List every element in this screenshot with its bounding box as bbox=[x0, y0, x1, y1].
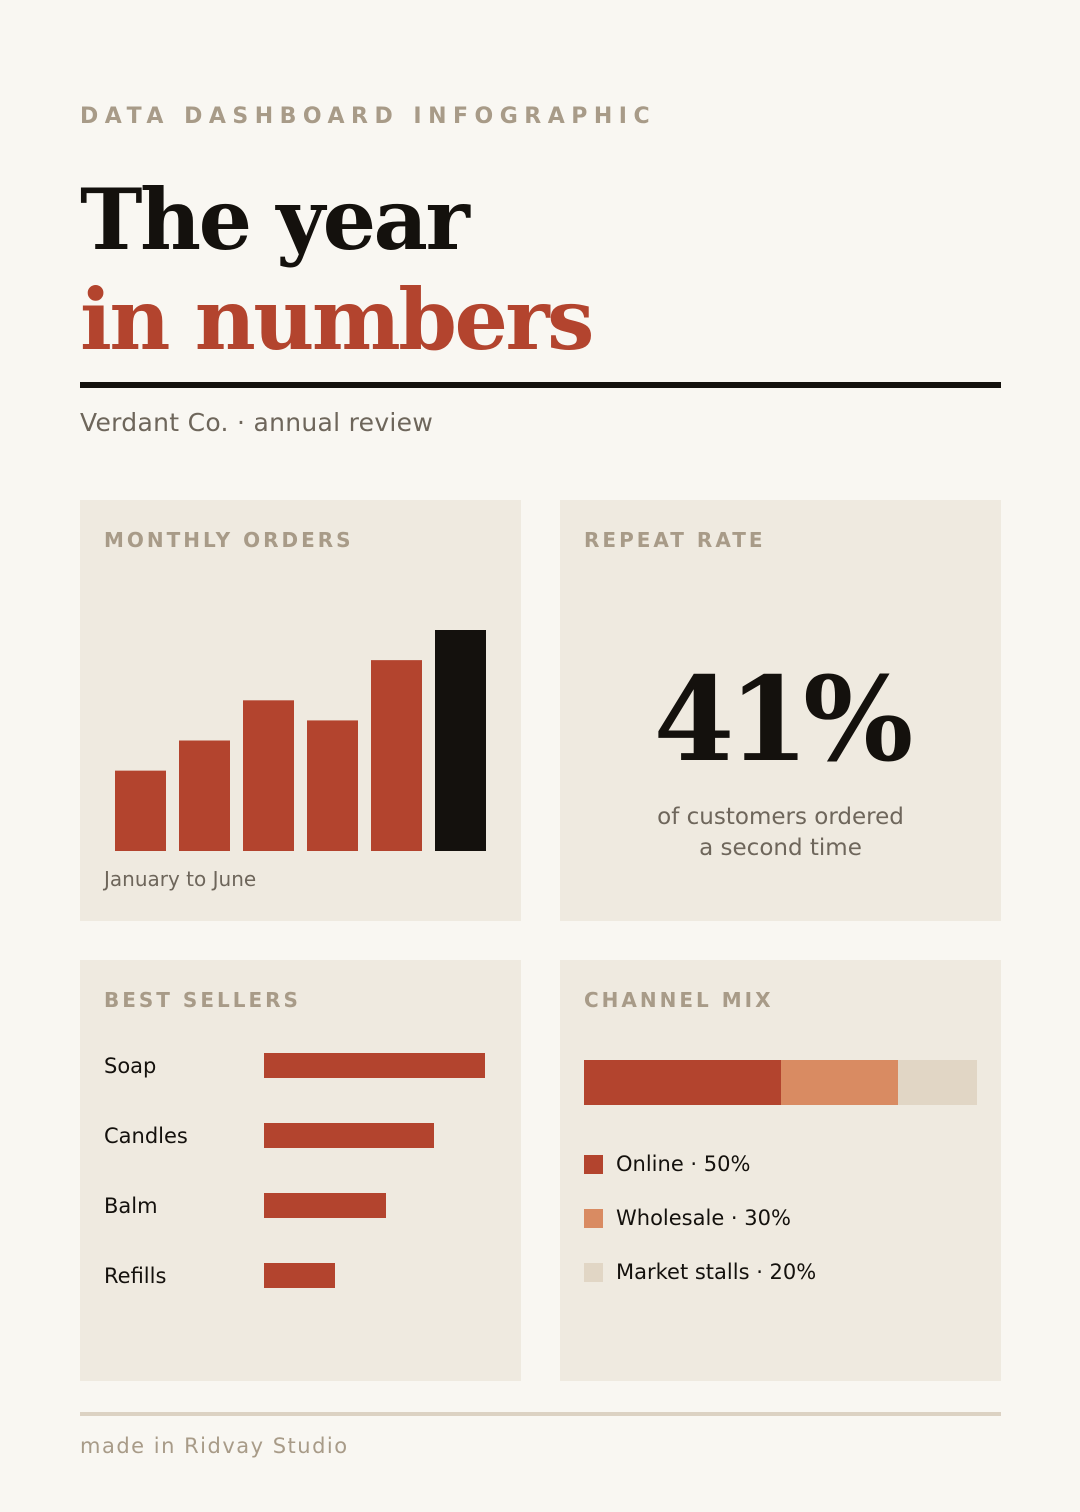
best-sellers-row-soap: Soap bbox=[104, 1051, 504, 1081]
channel-mix-legend-text-wholesale: Wholesale · 30% bbox=[616, 1206, 791, 1230]
title-line-2: in numbers bbox=[80, 270, 594, 369]
channel-mix-card: CHANNEL MIX Online · 50% Wholesale · 30% M… bbox=[560, 960, 1001, 1381]
channel-mix-legend-swatch-market-stalls bbox=[584, 1263, 603, 1282]
footer-credit: made in Ridvay Studio bbox=[80, 1434, 349, 1458]
channel-mix-legend-item-market-stalls: Market stalls · 20% bbox=[584, 1257, 984, 1287]
repeat-rate-caption: of customers ordered a second time bbox=[560, 802, 1001, 864]
monthly-orders-bar-apr bbox=[307, 720, 358, 851]
monthly-orders-caption: January to June bbox=[104, 867, 257, 891]
channel-mix-legend-item-online: Online · 50% bbox=[584, 1149, 984, 1179]
channel-mix-label: CHANNEL MIX bbox=[584, 988, 774, 1012]
monthly-orders-bar-mar bbox=[243, 700, 294, 851]
best-sellers-label-balm: Balm bbox=[104, 1194, 158, 1218]
monthly-orders-bar-feb bbox=[179, 740, 230, 851]
monthly-orders-chart bbox=[115, 630, 486, 851]
channel-mix-stacked-bar bbox=[584, 1060, 977, 1105]
repeat-rate-caption-line-1: of customers ordered bbox=[657, 804, 904, 830]
best-sellers-row-candles: Candles bbox=[104, 1121, 504, 1151]
monthly-orders-bar-jan bbox=[115, 770, 166, 851]
best-sellers-row-balm: Balm bbox=[104, 1191, 504, 1221]
best-sellers-bar-soap bbox=[264, 1053, 485, 1078]
repeat-rate-label: REPEAT RATE bbox=[584, 528, 766, 552]
best-sellers-row-refills: Refills bbox=[104, 1261, 504, 1291]
monthly-orders-card: MONTHLY ORDERS January to June bbox=[80, 500, 521, 921]
repeat-rate-value: 41% bbox=[653, 652, 914, 788]
best-sellers-label-refills: Refills bbox=[104, 1264, 167, 1288]
page-subtitle: Verdant Co. · annual review bbox=[80, 408, 434, 437]
best-sellers-bar-refills bbox=[264, 1263, 335, 1288]
page-title: The year in numbers bbox=[80, 170, 594, 370]
best-sellers-label: BEST SELLERS bbox=[104, 988, 301, 1012]
footer-divider bbox=[80, 1412, 1001, 1416]
channel-mix-segment-wholesale bbox=[780, 1060, 899, 1105]
repeat-rate-card: REPEAT RATE 41% of customers ordered a s… bbox=[560, 500, 1001, 921]
channel-mix-legend-swatch-wholesale bbox=[584, 1209, 603, 1228]
best-sellers-bar-balm bbox=[264, 1193, 386, 1218]
best-sellers-bar-candles bbox=[264, 1123, 435, 1148]
best-sellers-label-soap: Soap bbox=[104, 1054, 157, 1078]
channel-mix-segment-market-stalls bbox=[898, 1060, 977, 1105]
best-sellers-card: BEST SELLERS Soap Candles Balm Refills bbox=[80, 960, 521, 1381]
monthly-orders-bar-may bbox=[371, 660, 422, 851]
monthly-orders-bar-jun bbox=[435, 630, 486, 851]
channel-mix-legend-text-market-stalls: Market stalls · 20% bbox=[616, 1260, 817, 1284]
repeat-rate-caption-line-2: a second time bbox=[699, 835, 862, 861]
title-line-1: The year bbox=[80, 170, 470, 269]
eyebrow-label: DATA DASHBOARD INFOGRAPHIC bbox=[80, 104, 657, 129]
channel-mix-legend-text-online: Online · 50% bbox=[616, 1152, 751, 1176]
title-divider bbox=[80, 382, 1001, 388]
channel-mix-legend-item-wholesale: Wholesale · 30% bbox=[584, 1203, 984, 1233]
channel-mix-segment-online bbox=[584, 1060, 781, 1105]
channel-mix-legend-swatch-online bbox=[584, 1155, 603, 1174]
best-sellers-label-candles: Candles bbox=[104, 1124, 188, 1148]
monthly-orders-label: MONTHLY ORDERS bbox=[104, 528, 354, 552]
